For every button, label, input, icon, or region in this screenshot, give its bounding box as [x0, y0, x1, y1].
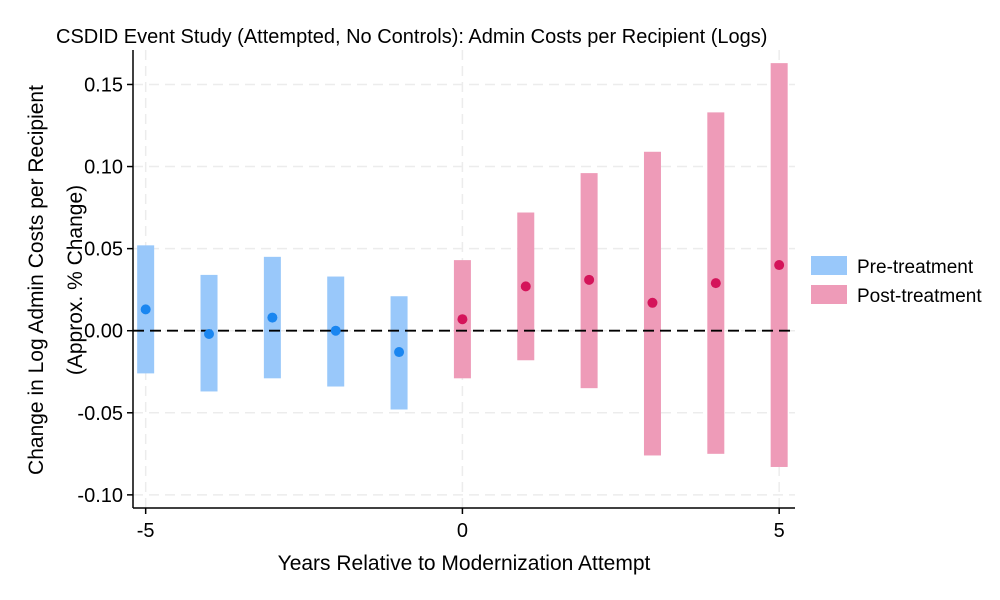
y-axis-title-line2: (Approx. % Change) [64, 185, 87, 375]
axes: -0.10 -0.05 0.00 0.05 0.10 0.15 -5 0 5 [77, 50, 795, 542]
x-tick-label: -5 [137, 520, 155, 542]
y-axis-title-line1: Change in Log Admin Costs per Recipient [25, 85, 48, 475]
x-tick-label: 5 [774, 520, 785, 542]
chart-title: CSDID Event Study (Attempted, No Control… [56, 26, 767, 48]
x-tick-label: 0 [457, 520, 468, 542]
point-estimate [774, 260, 785, 271]
point-estimate [520, 281, 531, 292]
legend-swatch-pre-treatment [811, 256, 847, 275]
point-estimate [710, 278, 721, 289]
y-tick-label: 0.10 [84, 157, 123, 179]
legend-swatch-post-treatment [811, 285, 847, 304]
point-estimate [204, 328, 215, 339]
y-tick-label: 0.05 [84, 239, 123, 261]
y-tick-label: -0.05 [77, 403, 123, 425]
legend: Pre-treatment Post-treatment [811, 256, 982, 307]
y-tick-label: 0.00 [84, 321, 123, 343]
legend-label-pre-treatment: Pre-treatment [857, 257, 974, 278]
point-estimate [647, 297, 658, 308]
x-axis-title: Years Relative to Modernization Attempt [278, 552, 651, 575]
y-tick-label: 0.15 [84, 74, 123, 96]
point-estimate [457, 314, 468, 325]
point-estimates [140, 260, 785, 358]
legend-label-post-treatment: Post-treatment [857, 286, 982, 307]
point-estimate [584, 274, 595, 285]
point-estimate [330, 325, 341, 336]
point-estimate [140, 304, 151, 315]
point-estimate [394, 347, 405, 358]
y-tick-label: -0.10 [77, 485, 123, 507]
point-estimate [267, 312, 278, 323]
